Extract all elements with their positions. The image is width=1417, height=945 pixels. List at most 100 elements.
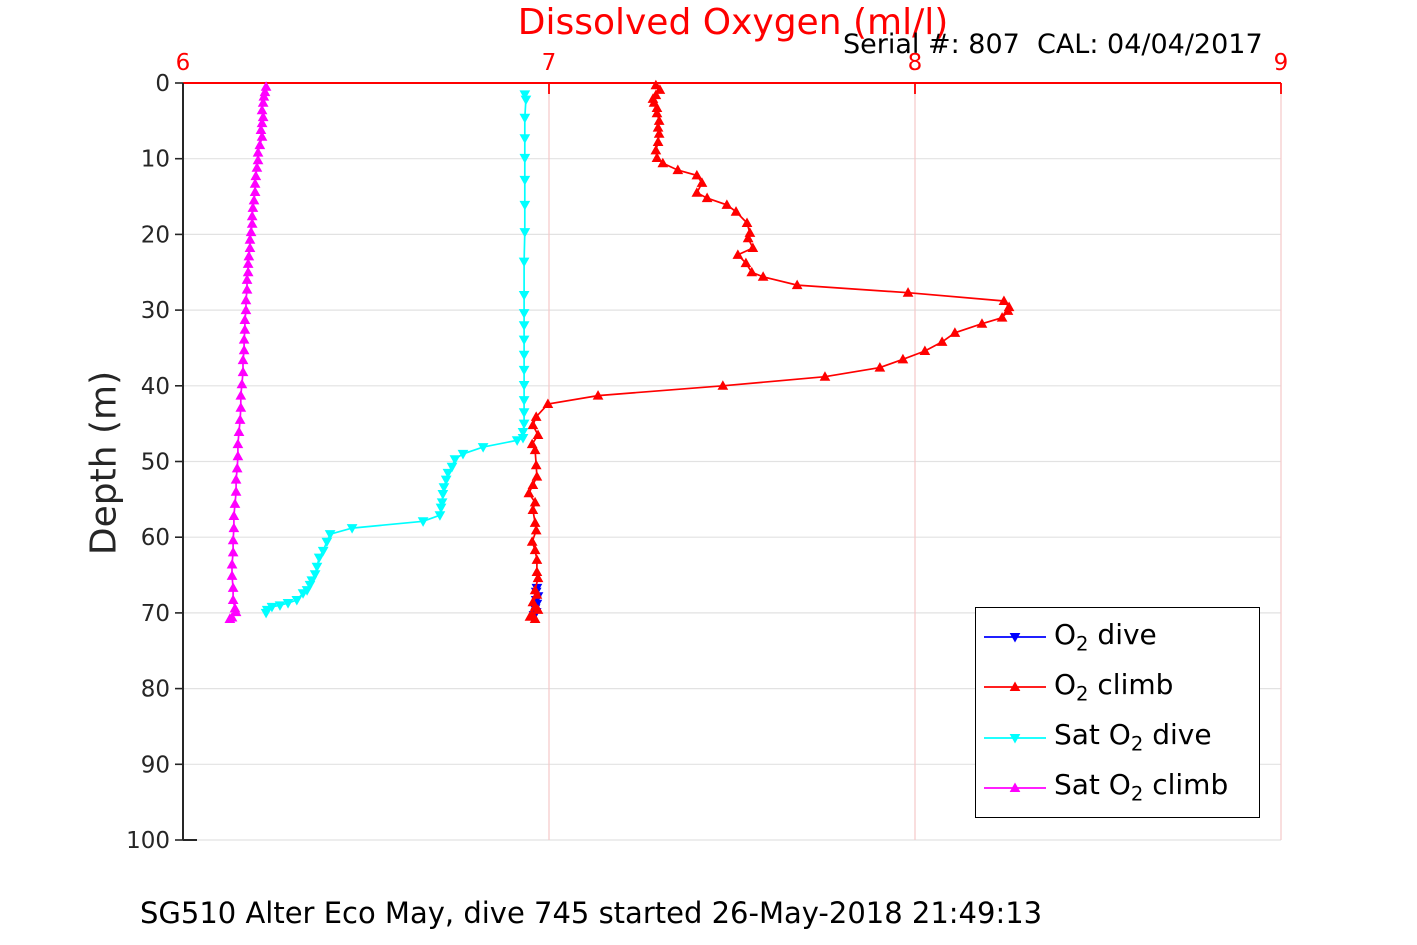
data-point-marker xyxy=(717,380,729,390)
data-point-marker xyxy=(442,468,454,479)
legend-line-sample xyxy=(984,633,1046,643)
data-point-marker xyxy=(230,474,242,484)
data-point-marker xyxy=(519,228,531,238)
data-point-marker xyxy=(241,284,253,294)
data-point-marker xyxy=(532,572,544,583)
data-point-marker xyxy=(519,153,531,164)
data-point-marker xyxy=(237,366,249,377)
data-point-marker xyxy=(313,553,325,564)
data-point-marker xyxy=(874,362,886,372)
data-point-marker xyxy=(228,522,240,533)
data-point-marker xyxy=(526,438,538,449)
y-tick-label: 40 xyxy=(141,374,170,400)
data-point-marker xyxy=(1002,305,1014,315)
chart-title: Dissolved Oxygen (ml/l) xyxy=(517,2,949,43)
data-point-marker xyxy=(696,177,708,187)
data-point-marker xyxy=(531,471,543,481)
data-point-marker xyxy=(976,318,988,328)
data-point-marker xyxy=(240,294,252,305)
data-point-marker xyxy=(232,438,244,449)
triangle-up-icon xyxy=(1009,782,1021,792)
data-point-marker xyxy=(518,309,530,319)
data-point-marker xyxy=(653,128,665,138)
data-point-marker xyxy=(530,524,542,535)
y-tick-label: 80 xyxy=(141,677,170,703)
data-point-marker xyxy=(317,546,329,557)
x-tick-label: 9 xyxy=(1274,50,1289,76)
legend-line-sample xyxy=(984,681,1046,692)
series-sat-o2-dive xyxy=(260,90,532,619)
data-point-marker xyxy=(519,175,531,186)
data-point-marker xyxy=(230,606,242,617)
data-point-marker xyxy=(721,199,733,209)
data-point-marker xyxy=(527,504,539,514)
data-point-marker xyxy=(304,580,316,591)
data-point-marker xyxy=(592,390,604,400)
data-point-marker xyxy=(897,353,909,364)
data-point-marker xyxy=(691,187,703,197)
data-point-marker xyxy=(902,287,914,297)
y-tick-label: 10 xyxy=(141,147,170,173)
data-point-marker xyxy=(231,462,243,473)
x-tick-label: 8 xyxy=(908,50,923,76)
data-point-marker xyxy=(519,113,531,124)
x-axis: 6 7 8 9 xyxy=(176,50,1289,94)
data-point-marker xyxy=(532,429,544,440)
data-point-marker xyxy=(518,365,530,376)
data-point-marker xyxy=(518,257,530,268)
data-point-marker xyxy=(446,462,458,473)
data-point-marker xyxy=(919,345,931,355)
data-point-marker xyxy=(228,510,240,521)
y-tick-label: 0 xyxy=(155,71,170,97)
x-tick-label: 7 xyxy=(542,50,557,76)
legend: O2 dive O2 climb Sat O2 dive Sat O2 climb xyxy=(975,607,1260,818)
data-point-marker xyxy=(237,354,249,365)
data-point-marker xyxy=(530,459,542,470)
data-point-marker xyxy=(998,295,1010,306)
data-point-marker xyxy=(741,217,753,228)
data-point-marker xyxy=(650,79,662,90)
data-point-marker xyxy=(291,596,303,606)
data-point-marker xyxy=(250,170,262,181)
data-point-marker xyxy=(257,97,269,107)
data-point-marker xyxy=(306,576,318,586)
data-point-marker xyxy=(518,335,530,346)
data-point-marker xyxy=(531,554,543,564)
data-point-marker xyxy=(244,234,256,244)
data-point-marker xyxy=(746,266,758,277)
data-point-marker xyxy=(523,487,535,498)
data-point-marker xyxy=(651,107,663,118)
data-point-marker xyxy=(518,321,530,331)
data-point-marker xyxy=(227,582,239,592)
data-point-marker xyxy=(324,530,336,540)
data-point-marker xyxy=(242,258,254,268)
data-point-marker xyxy=(701,192,713,203)
data-point-marker xyxy=(435,503,447,514)
data-point-marker xyxy=(252,154,264,165)
data-point-marker xyxy=(819,371,831,381)
legend-item-o2-climb: O2 climb xyxy=(976,669,1259,705)
data-point-marker xyxy=(311,562,323,573)
data-point-marker xyxy=(256,104,268,115)
data-point-marker xyxy=(524,611,536,621)
data-point-marker xyxy=(518,350,530,361)
triangle-down-icon xyxy=(1009,633,1021,643)
data-point-marker xyxy=(440,475,452,486)
data-point-marker xyxy=(346,524,358,534)
legend-item-sat-o2-dive: Sat O2 dive xyxy=(976,719,1259,755)
data-point-marker xyxy=(519,200,531,211)
legend-line-sample xyxy=(984,782,1046,792)
data-point-marker xyxy=(249,186,261,197)
data-point-marker xyxy=(542,398,554,408)
dive-caption: SG510 Alter Eco May, dive 745 started 26… xyxy=(140,896,1043,930)
data-point-marker xyxy=(477,443,489,453)
data-point-marker xyxy=(532,604,544,614)
data-point-marker xyxy=(239,314,251,324)
data-point-marker xyxy=(936,336,948,346)
data-point-marker xyxy=(227,534,239,545)
data-point-marker xyxy=(520,95,532,106)
y-tick-label: 90 xyxy=(141,752,170,778)
data-point-marker xyxy=(309,570,321,580)
data-point-marker xyxy=(527,479,539,489)
data-point-marker xyxy=(518,419,530,430)
